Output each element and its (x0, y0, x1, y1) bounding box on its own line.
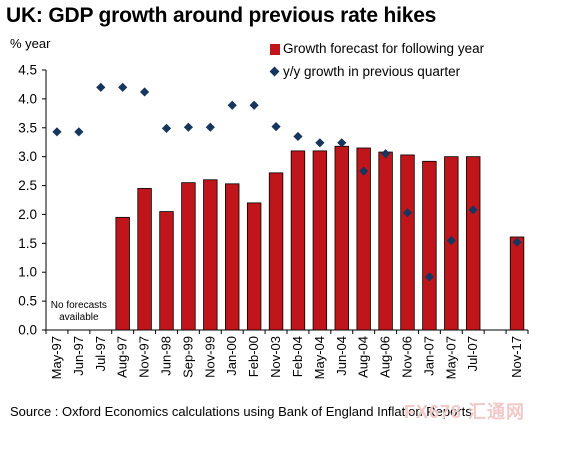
scatter-point (359, 166, 369, 176)
bar (159, 211, 174, 331)
no-forecast-annotation: No forecasts (51, 300, 107, 311)
x-tick-label: May-04 (312, 336, 327, 379)
x-tick-label: Feb-00 (246, 336, 261, 377)
scatter-point (468, 205, 478, 215)
x-tick-label: Sep-99 (180, 336, 195, 378)
chart-title: UK: GDP growth around previous rate hike… (6, 4, 437, 27)
scatter-point (74, 127, 84, 137)
x-tick-label: Jun-97 (71, 336, 86, 376)
x-tick-label: Nov-03 (268, 336, 283, 378)
scatter-point (249, 100, 259, 110)
x-tick-label: Jun-98 (159, 336, 174, 376)
bar (203, 179, 218, 331)
bar (509, 236, 525, 331)
y-axis-unit-label: % year (10, 36, 51, 51)
x-tick-label: Aug-97 (115, 336, 130, 378)
bar (115, 216, 130, 331)
scatter-point (380, 149, 391, 159)
bar (312, 150, 328, 331)
x-tick-label: Feb-04 (290, 336, 305, 377)
y-tick-label: 3.0 (18, 149, 37, 164)
watermark-logo: FX678 汇通网 (404, 402, 526, 422)
x-tick-label: Nov-99 (202, 336, 217, 378)
x-tick-label: Jul-07 (465, 336, 480, 371)
bar (268, 172, 284, 331)
x-tick-label: Nov-06 (400, 336, 415, 378)
bar (400, 154, 415, 331)
scatter-point (227, 100, 237, 110)
x-tick-label: Jan-00 (224, 336, 239, 376)
scatter-point (446, 235, 456, 246)
x-tick-label: Jun-04 (334, 336, 349, 376)
bar (137, 188, 152, 331)
bar (181, 182, 196, 331)
bar (225, 183, 240, 331)
bar (466, 156, 481, 331)
scatter-point (205, 122, 215, 132)
source-note: Source : Oxford Economics calculations u… (10, 404, 472, 419)
y-tick-label: 2.0 (18, 207, 37, 222)
no-forecast-annotation: available (59, 312, 99, 323)
y-tick-label: 0.5 (18, 294, 37, 309)
y-tick-label: 3.5 (18, 120, 37, 135)
y-tick-label: 0.0 (18, 323, 37, 338)
y-tick-label: 4.0 (18, 91, 37, 106)
y-tick-label: 1.0 (18, 265, 37, 280)
scatter-point (424, 272, 435, 282)
x-tick-label: May-07 (443, 336, 458, 379)
scatter-point (118, 82, 128, 92)
x-tick-label: Nov-97 (137, 336, 152, 378)
scatter-point (315, 138, 325, 148)
x-tick-label: Nov-17 (509, 336, 524, 378)
y-tick-label: 2.5 (18, 178, 37, 193)
x-tick-label: May-97 (49, 336, 64, 379)
bar (356, 147, 371, 331)
scatter-point (139, 87, 150, 97)
scatter-point (161, 123, 172, 133)
bar (246, 202, 262, 331)
legend-swatch-bar (270, 44, 280, 55)
legend-label-forecast: Growth forecast for following year (283, 41, 485, 56)
scatter-point (96, 82, 106, 92)
scatter-point (512, 237, 522, 247)
bar (378, 151, 393, 331)
bar (290, 150, 306, 331)
x-tick-label: Aug-04 (356, 336, 371, 378)
x-tick-label: Jan-07 (421, 336, 436, 376)
y-tick-label: 4.5 (18, 63, 37, 78)
y-tick-label: 1.5 (18, 236, 37, 251)
x-tick-label: Aug-06 (378, 336, 393, 378)
bar (334, 145, 349, 331)
scatter-point (271, 122, 281, 132)
scatter-point (183, 122, 194, 132)
legend-label-yy-growth: y/y growth in previous quarter (283, 64, 461, 79)
scatter-point (402, 208, 413, 218)
scatter-point (52, 127, 62, 137)
x-tick-label: Jul-97 (93, 336, 108, 371)
scatter-point (337, 138, 347, 148)
bar (422, 160, 437, 331)
scatter-point (293, 131, 303, 142)
